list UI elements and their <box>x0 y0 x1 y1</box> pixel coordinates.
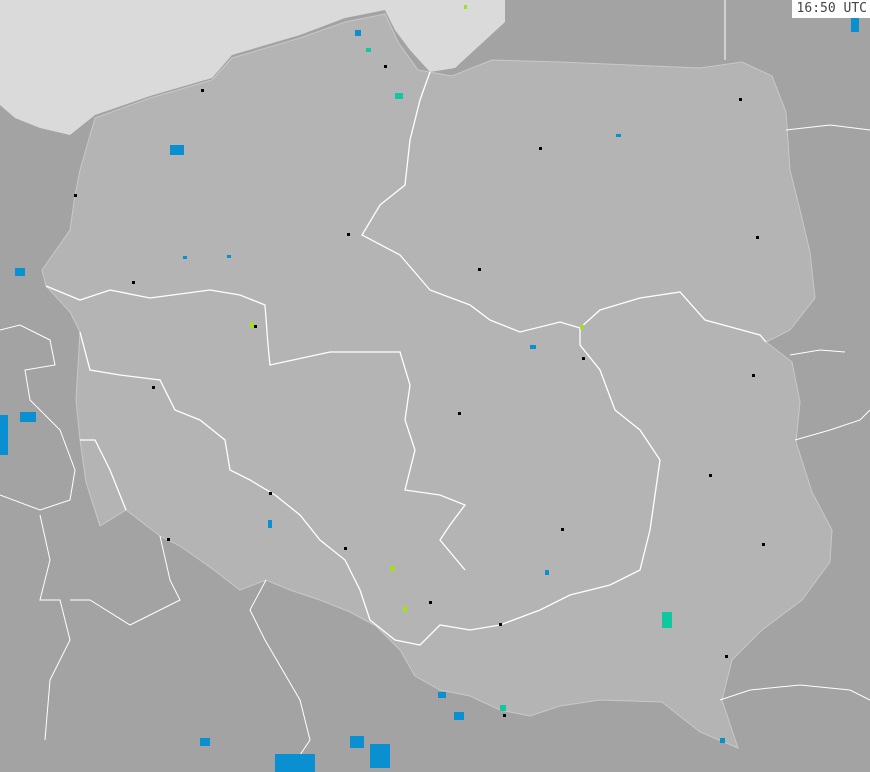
poland <box>41 13 833 749</box>
timestamp-label: 16:50 UTC <box>791 0 870 18</box>
radar-echoes <box>0 5 859 772</box>
city-markers <box>74 65 765 717</box>
region-borders <box>45 71 767 646</box>
baltic-sea <box>0 0 505 135</box>
